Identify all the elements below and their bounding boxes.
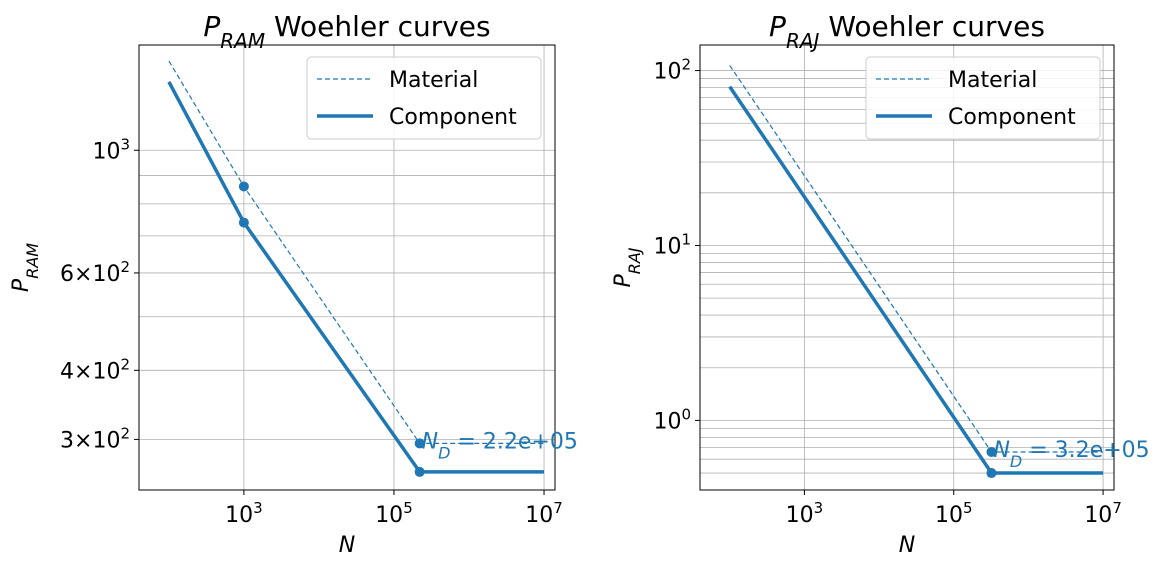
legend-box	[306, 56, 542, 140]
ram-woehler-panel: 103 105 107 103 6×102 4×102 3×102 PRAM Woehler …	[9, 10, 578, 558]
y-tick-label: 3×102	[60, 424, 130, 453]
marker-component	[414, 466, 425, 477]
legend: Material Component	[306, 56, 542, 140]
y-tick-label: 101	[653, 230, 691, 259]
plot-frame	[138, 44, 556, 491]
legend-label-component: Component	[948, 105, 1076, 130]
y-tick-label: 103	[92, 135, 130, 164]
x-tick-label: 107	[1084, 499, 1122, 528]
series-line-component	[167, 80, 544, 474]
y-axis-label: PRAM	[9, 243, 42, 292]
marker-material	[238, 181, 249, 192]
marker-material	[414, 438, 425, 449]
x-tick-label: 105	[935, 499, 973, 528]
plot-frame	[699, 44, 1115, 491]
y-axis-label: PRAJ	[611, 247, 644, 287]
y-tick-label: 100	[653, 405, 691, 434]
chart-title: PRAJ Woehler curves	[769, 10, 1045, 53]
legend-label-material: Material	[948, 68, 1037, 93]
marker-component	[238, 217, 249, 228]
legend-box	[865, 56, 1101, 140]
y-tick-label: 6×102	[60, 258, 130, 287]
marker-material	[986, 446, 997, 457]
nd-annotation: ND = 2.2e+05	[422, 429, 578, 462]
grid	[139, 45, 555, 490]
x-axis-label: N	[899, 533, 915, 558]
marker-component	[986, 468, 997, 479]
x-axis-label: N	[339, 533, 355, 558]
series-line-component	[728, 85, 1104, 475]
x-tick-label: 103	[786, 499, 824, 528]
legend-label-component: Component	[389, 105, 517, 130]
legend-label-material: Material	[389, 68, 478, 93]
x-tick-label: 103	[225, 499, 263, 528]
series-line-material	[168, 60, 544, 444]
raj-woehler-panel: 103 105 107 102 101 100 PRAJ Woehler curves N PR…	[611, 10, 1150, 558]
x-tick-label: 105	[375, 499, 413, 528]
y-tick-label: 4×102	[60, 355, 130, 384]
x-tick-label: 107	[525, 499, 563, 528]
nd-annotation: ND = 3.2e+05	[993, 438, 1149, 471]
legend: Material Component	[865, 56, 1101, 140]
y-tick-label: 102	[653, 56, 691, 85]
chart-title: PRAM Woehler curves	[203, 10, 490, 53]
